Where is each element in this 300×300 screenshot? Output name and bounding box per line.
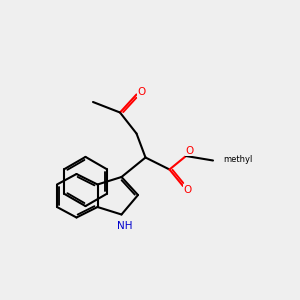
Text: NH: NH (117, 221, 133, 231)
Text: O: O (183, 184, 192, 195)
Text: O: O (185, 146, 194, 156)
Text: O: O (138, 87, 146, 97)
Text: methyl: methyl (224, 154, 253, 164)
